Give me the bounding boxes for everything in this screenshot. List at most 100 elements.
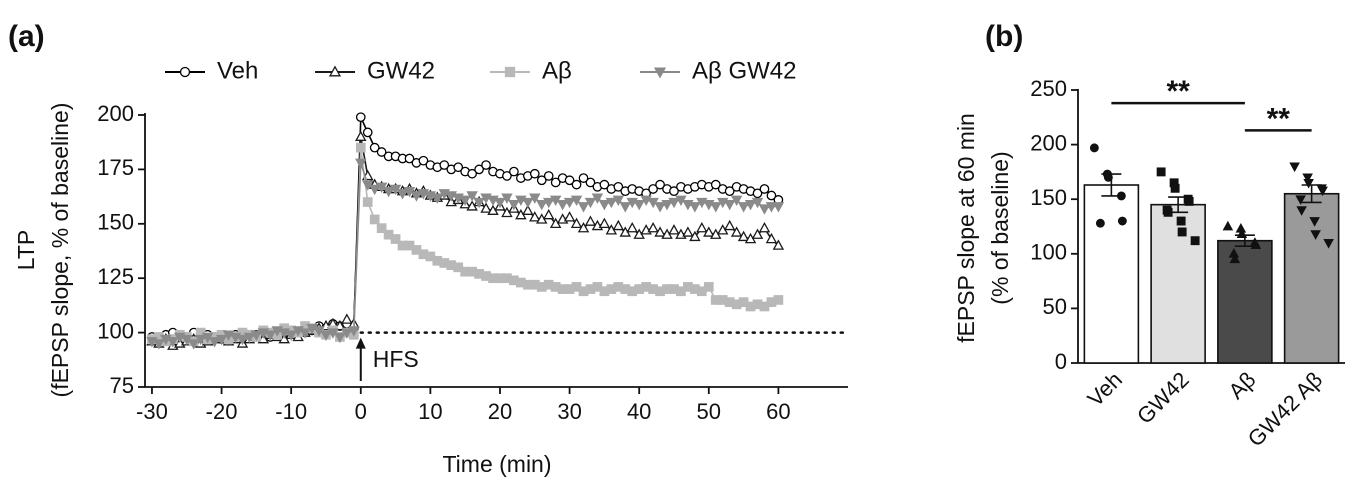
data-point [431,193,444,204]
bar [1283,192,1340,364]
data-point [751,197,764,209]
data-point [467,168,477,179]
data-point [703,226,715,237]
data-point [494,197,506,209]
data-point [577,221,590,233]
x-axis-label: Time (min) [442,451,551,477]
bar [1083,184,1140,364]
y-tick-label: 100 [97,318,134,343]
data-point [724,186,735,197]
data-point [522,197,534,209]
data-point [696,221,708,233]
x-tick-label: Aβ [1224,367,1261,404]
data-point [1089,143,1099,153]
data-point [564,175,575,186]
data-point [1176,216,1186,226]
data-point [758,221,771,233]
data-point [773,295,784,305]
data-point [1310,230,1321,240]
data-point [369,142,380,153]
data-point [723,199,736,211]
data-point [376,147,387,157]
data-point [529,211,541,222]
data-point [619,202,631,213]
data-point [459,195,471,207]
data-point [243,332,256,344]
data-point [612,195,625,207]
data-point [758,204,771,215]
x-tick-label: -30 [136,399,168,424]
legend-marker [504,66,516,78]
x-tick-label: 20 [488,399,512,424]
data-point [772,239,785,250]
data-point [772,202,785,213]
legend-marker [179,66,191,78]
significance-label: ** [1166,75,1190,108]
legend-label: Aβ GW42 [692,57,797,84]
data-point [1222,220,1234,231]
panel-label: (b) [985,20,1023,53]
y-tick-label: 100 [1030,240,1067,265]
data-point [418,155,429,166]
data-point [563,197,576,209]
data-point [633,199,645,211]
data-point [613,181,624,192]
data-point [1302,173,1313,184]
data-point [585,177,596,188]
data-point [1095,218,1105,228]
data-point [1190,236,1200,246]
data-point [668,197,680,209]
data-point [396,189,409,200]
data-point [481,160,491,170]
bar [1217,239,1273,364]
data-point [730,226,743,237]
data-point [1116,191,1126,201]
data-point [382,186,395,198]
data-point [1295,195,1306,205]
data-point [480,202,492,213]
data-point [584,197,597,209]
data-point [577,202,590,213]
data-point [647,221,659,233]
data-point [362,127,373,138]
data-point [752,188,763,199]
data-point [682,226,694,237]
series-line [151,116,779,343]
x-tick-label: -20 [206,399,238,424]
data-point [1250,239,1262,249]
data-point [737,202,750,213]
data-point [466,191,478,202]
y-tick-label: 200 [1030,130,1067,155]
data-point [1229,253,1241,264]
y-tick-label: 125 [97,264,134,289]
x-tick-label: 60 [766,399,790,424]
data-point [368,184,381,196]
y-tick-label: 150 [1030,185,1067,210]
data-point [1323,238,1334,249]
x-tick-label: -10 [275,399,307,424]
data-point [1303,178,1314,189]
data-point [766,190,777,201]
data-point [341,328,353,339]
data-point [654,202,666,213]
data-point [542,208,555,220]
data-point [1309,217,1320,227]
data-point [599,179,610,190]
data-point [1177,227,1187,237]
data-point [501,193,513,204]
data-point [626,221,638,233]
data-point [570,217,583,229]
hfs-arrow-head [355,337,366,349]
data-point [355,112,366,123]
data-point [390,234,401,244]
data-point [759,184,770,194]
data-point [1289,162,1300,173]
data-point [598,199,611,211]
data-point [264,330,277,341]
x-tick-label: 50 [697,399,721,424]
x-tick-label: 30 [557,399,581,424]
y-tick-label: 150 [97,210,134,235]
data-point [570,195,583,207]
data-point [765,202,778,213]
data-point [550,177,561,188]
